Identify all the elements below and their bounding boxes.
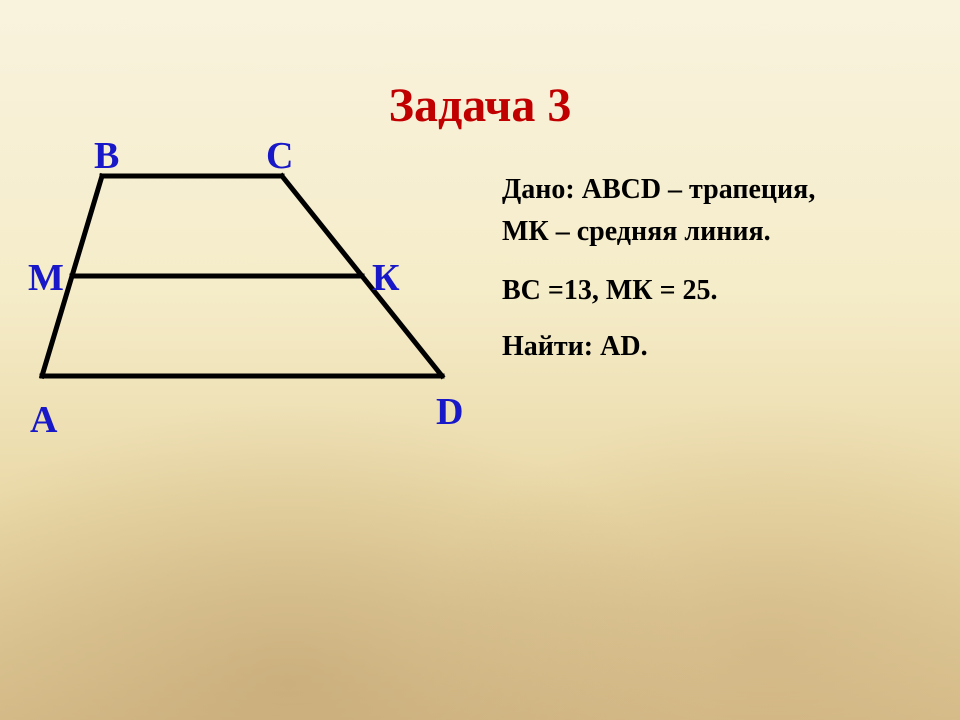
vertex-label-a: А — [30, 398, 57, 442]
find-line: Найти: АD. — [502, 329, 932, 365]
vertex-label-c: С — [266, 134, 293, 178]
problem-text: Дано: АВСD – трапеция, МК – средняя лини… — [502, 172, 932, 386]
given-line-3: ВС =13, МК = 25. — [502, 273, 932, 309]
vertex-label-k: К — [372, 256, 400, 300]
given-line-2: МК – средняя линия. — [502, 214, 932, 250]
vertex-label-d: D — [436, 390, 463, 434]
vertex-label-b: В — [94, 134, 119, 178]
vertex-label-m: М — [28, 256, 64, 300]
trapezoid-diagram: АВСDМК — [22, 166, 462, 426]
given-line-1: Дано: АВСD – трапеция, — [502, 172, 932, 208]
slide-title: Задача 3 — [389, 78, 572, 133]
